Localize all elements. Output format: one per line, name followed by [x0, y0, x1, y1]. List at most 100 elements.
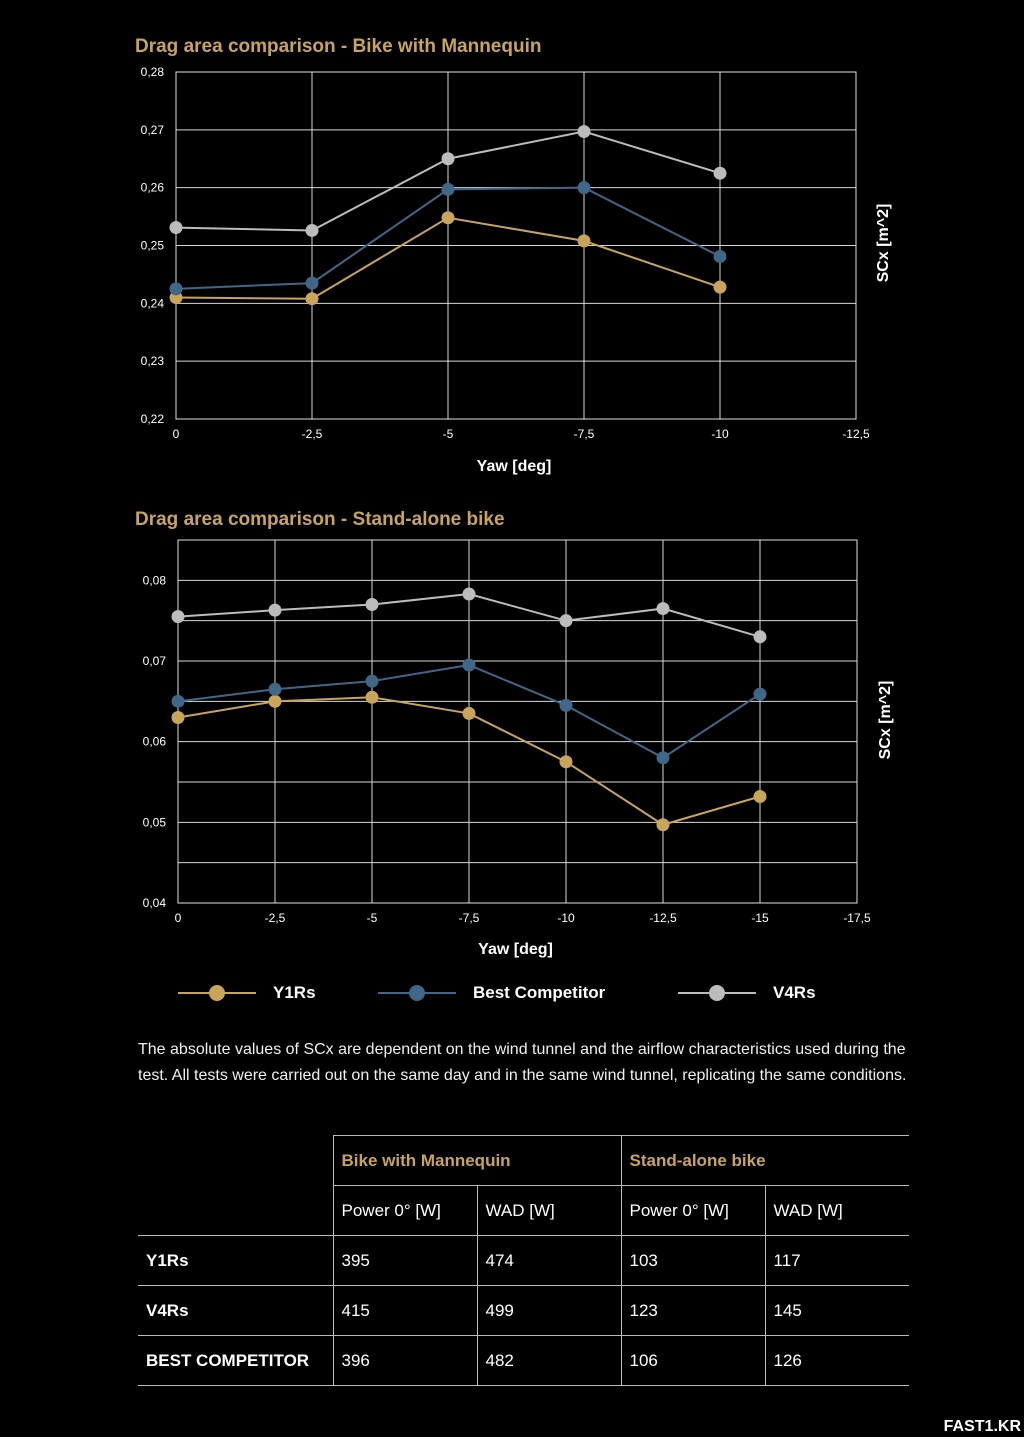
table-cell: 396 — [332, 1335, 477, 1386]
data-point-y1rs — [171, 710, 185, 724]
table-row-label: BEST COMPETITOR — [138, 1335, 333, 1386]
table-cell: 106 — [620, 1335, 765, 1386]
data-point-v4rs — [713, 166, 727, 180]
data-point-best-competitor — [713, 249, 727, 263]
data-point-y1rs — [462, 706, 476, 720]
data-point-y1rs — [753, 790, 767, 804]
x-tick-label: -17,5 — [843, 911, 871, 925]
y-tick-label: 0,08 — [143, 573, 167, 587]
table-corner-cell-2 — [138, 1186, 333, 1236]
x-axis-title: Yaw [deg] — [477, 458, 552, 475]
series-y1rs — [169, 211, 727, 306]
table-corner-cell — [138, 1136, 333, 1186]
data-point-v4rs — [577, 125, 591, 139]
data-point-y1rs — [268, 694, 282, 708]
data-point-best-competitor — [656, 751, 670, 765]
data-point-v4rs — [656, 602, 670, 616]
table-group-header-row: Bike with Mannequin Stand-alone bike — [138, 1135, 909, 1186]
table-col-header: WAD [W] — [764, 1185, 909, 1236]
grid — [177, 539, 858, 904]
data-point-v4rs — [365, 598, 379, 612]
power-results-table: Bike with Mannequin Stand-alone bike Pow… — [138, 1135, 909, 1386]
y-tick-label: 0,28 — [141, 65, 165, 79]
table-column-header-row: Power 0° [W] WAD [W] Power 0° [W] WAD [W… — [138, 1185, 909, 1236]
data-point-best-competitor — [305, 276, 319, 290]
x-tick-label: -15 — [751, 911, 769, 925]
table-cell: 395 — [332, 1235, 477, 1286]
chart-stand-alone-bike: 0,04 0,05 0,06 0,07 0,08 0 -2,5 -5 -7,5 -10 -12,5 -… — [143, 539, 894, 958]
watermark: FAST1.KR — [943, 1418, 1021, 1435]
grid — [175, 71, 857, 420]
table-row: BEST COMPETITOR 396 482 106 126 — [138, 1335, 909, 1386]
series-best-competitor — [171, 658, 767, 765]
x-axis-title: Yaw [deg] — [478, 941, 553, 958]
x-tick-label: -2,5 — [265, 911, 286, 925]
data-point-best-competitor — [169, 282, 183, 296]
x-tick-label: -12,5 — [649, 911, 677, 925]
y-tick-label: 0,04 — [143, 896, 167, 910]
chart-title-standalone: Drag area comparison - Stand-alone bike — [135, 509, 505, 530]
chart-title-mannequin: Drag area comparison - Bike with Mannequ… — [135, 36, 542, 57]
data-point-y1rs — [305, 292, 319, 306]
y-tick-label: 0,27 — [141, 123, 165, 137]
y-tick-label: 0,23 — [141, 354, 165, 368]
data-point-y1rs — [656, 818, 670, 832]
data-point-best-competitor — [559, 698, 573, 712]
table-cell: 117 — [764, 1235, 909, 1286]
chart-bike-with-mannequin: 0,22 0,23 0,24 0,25 0,26 0,27 0,28 0 -2,5 -5 -7,5 -… — [141, 65, 892, 475]
legend-swatch-y1rs — [178, 978, 256, 1008]
data-point-y1rs — [559, 755, 573, 769]
data-point-best-competitor — [753, 687, 767, 701]
y-tick-label: 0,25 — [141, 239, 165, 253]
y-tick-label: 0,05 — [143, 815, 167, 829]
series-v4rs — [169, 125, 727, 237]
x-tick-label: -2,5 — [302, 427, 323, 441]
table-cell: 145 — [764, 1285, 909, 1336]
data-point-best-competitor — [462, 658, 476, 672]
data-point-best-competitor — [577, 181, 591, 195]
y-axis-title: SCx [m^2] — [875, 204, 892, 283]
table-cell: 103 — [620, 1235, 765, 1286]
data-point-v4rs — [462, 587, 476, 601]
data-point-v4rs — [169, 221, 183, 235]
data-point-v4rs — [171, 610, 185, 624]
table-row: Y1Rs 395 474 103 117 — [138, 1235, 909, 1286]
legend-label-y1rs: Y1Rs — [273, 983, 316, 1002]
table-col-header: Power 0° [W] — [332, 1185, 477, 1236]
x-tick-label: 0 — [175, 911, 182, 925]
data-point-v4rs — [753, 630, 767, 644]
x-tick-label: -10 — [711, 427, 729, 441]
table-cell: 415 — [332, 1285, 477, 1336]
x-tick-label: -7,5 — [574, 427, 595, 441]
legend-item-y1rs: Y1Rs — [178, 978, 316, 1008]
data-point-best-competitor — [441, 182, 455, 196]
y-tick-label: 0,07 — [143, 654, 167, 668]
x-tick-label: -7,5 — [459, 911, 480, 925]
series-best-competitor — [169, 181, 727, 296]
data-point-v4rs — [305, 223, 319, 237]
table-cell: 123 — [620, 1285, 765, 1336]
data-point-best-competitor — [171, 694, 185, 708]
series-y1rs — [171, 690, 767, 832]
legend-item-best-competitor: Best Competitor — [378, 978, 605, 1008]
series-v4rs — [171, 587, 767, 644]
table-group-standalone: Stand-alone bike — [620, 1135, 909, 1186]
table-row: V4Rs 415 499 123 145 — [138, 1285, 909, 1336]
table-cell: 126 — [764, 1335, 909, 1386]
plot-frame — [175, 71, 857, 420]
table-cell: 482 — [476, 1335, 621, 1386]
data-point-v4rs — [559, 614, 573, 628]
x-tick-label: -5 — [367, 911, 378, 925]
disclaimer-note: The absolute values of SCx are dependent… — [138, 1041, 907, 1084]
data-point-y1rs — [713, 280, 727, 294]
legend-label-v4rs: V4Rs — [773, 983, 816, 1002]
data-point-best-competitor — [268, 682, 282, 696]
x-tick-label: -5 — [443, 427, 454, 441]
y-tick-label: 0,06 — [143, 735, 167, 749]
table-cell: 499 — [476, 1285, 621, 1336]
table-group-mannequin: Bike with Mannequin — [332, 1135, 621, 1186]
x-tick-label: -12,5 — [842, 427, 870, 441]
y-tick-label: 0,26 — [141, 181, 165, 195]
legend-label-best-competitor: Best Competitor — [473, 983, 606, 1002]
table-row-label: Y1Rs — [138, 1235, 333, 1286]
